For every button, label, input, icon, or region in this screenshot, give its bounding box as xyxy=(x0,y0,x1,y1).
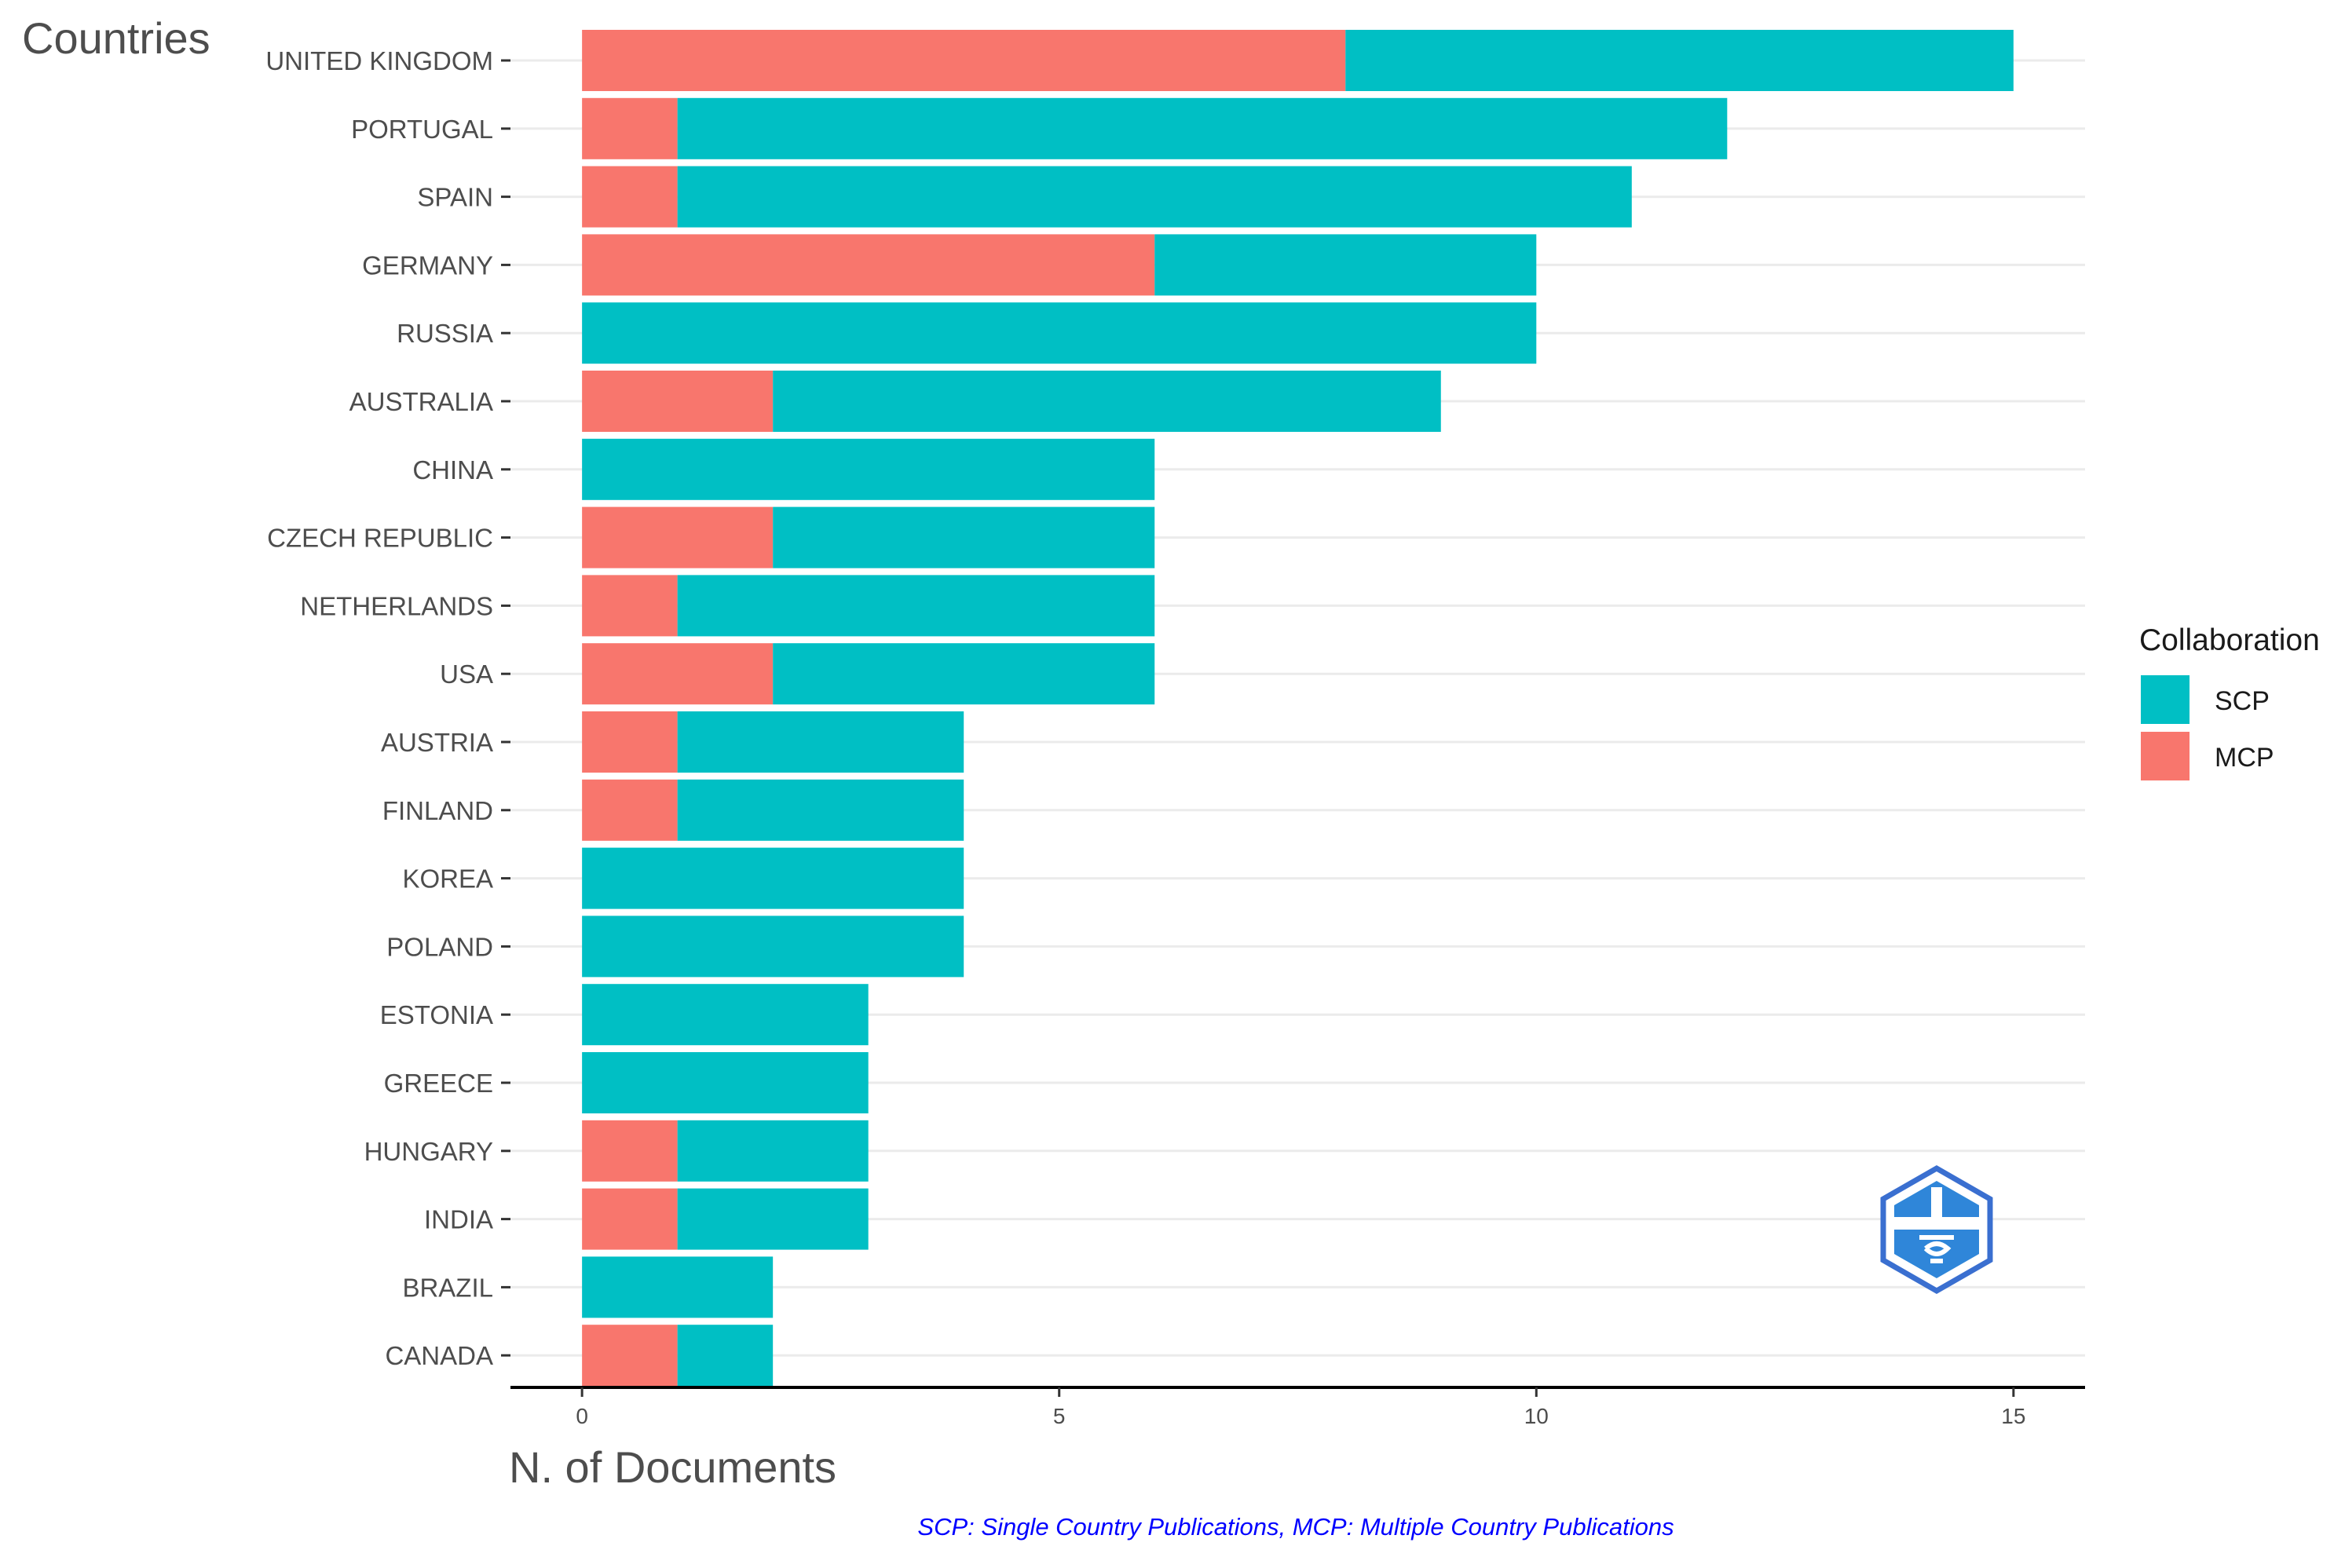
y-tick-label-united-kingdom: UNITED KINGDOM xyxy=(265,46,493,75)
y-tick-label-portugal: PORTUGAL xyxy=(351,115,493,144)
bar-scp-australia xyxy=(773,371,1441,432)
x-axis-title: N. of Documents xyxy=(509,1442,836,1492)
bar-scp-russia xyxy=(582,302,1537,364)
y-tick-label-korea: KOREA xyxy=(402,864,493,894)
x-tick-label-5: 5 xyxy=(1053,1404,1066,1428)
bar-mcp-netherlands xyxy=(582,575,678,637)
y-tick-label-hungary: HUNGARY xyxy=(364,1137,493,1166)
bar-scp-spain xyxy=(677,166,1632,228)
bar-scp-korea xyxy=(582,847,964,909)
y-tick-label-usa: USA xyxy=(440,660,493,689)
bar-scp-usa xyxy=(773,643,1155,705)
y-tick-label-czech-republic: CZECH REPUBLIC xyxy=(267,524,493,553)
bar-scp-netherlands xyxy=(677,575,1155,637)
legend: Collaboration SCP MCP xyxy=(2139,623,2320,780)
x-tick-label-15: 15 xyxy=(2001,1404,2025,1428)
y-tick-label-india: INDIA xyxy=(424,1205,493,1234)
bar-scp-india xyxy=(677,1188,869,1250)
y-tick-label-greece: GREECE xyxy=(384,1069,493,1098)
bar-scp-estonia xyxy=(582,984,869,1046)
bar-scp-austria xyxy=(677,711,964,773)
bar-mcp-united-kingdom xyxy=(582,30,1346,91)
y-tick-label-canada: CANADA xyxy=(385,1341,493,1370)
bar-mcp-portugal xyxy=(582,97,678,159)
y-tick-label-brazil: BRAZIL xyxy=(402,1273,493,1302)
bar-mcp-czech-republic xyxy=(582,506,774,568)
bar-mcp-spain xyxy=(582,166,678,228)
bar-mcp-australia xyxy=(582,371,774,432)
bar-mcp-india xyxy=(582,1188,678,1250)
bars xyxy=(582,30,2014,1387)
logo-glyph xyxy=(1919,1235,1954,1263)
y-tick-label-finland: FINLAND xyxy=(382,796,493,825)
x-tick-label-0: 0 xyxy=(576,1404,588,1428)
bar-mcp-finland xyxy=(582,779,678,841)
bar-scp-hungary xyxy=(677,1120,869,1182)
bar-scp-germany xyxy=(1154,234,1537,296)
bar-scp-brazil xyxy=(582,1256,774,1318)
bar-mcp-germany xyxy=(582,234,1155,296)
x-tick-label-10: 10 xyxy=(1524,1404,1549,1428)
bar-scp-united-kingdom xyxy=(1345,30,2014,91)
legend-label-scp: SCP xyxy=(2215,686,2270,716)
x-axis: 0 5 10 15 xyxy=(510,1386,2085,1428)
y-tick-label-germany: GERMANY xyxy=(362,250,493,280)
logo-tower xyxy=(1931,1187,1942,1217)
bar-scp-finland xyxy=(677,779,964,841)
y-tick-label-china: CHINA xyxy=(412,455,493,484)
legend-swatch-scp xyxy=(2141,675,2190,724)
y-tick-label-russia: RUSSIA xyxy=(397,319,493,348)
bar-scp-canada xyxy=(677,1325,774,1387)
legend-label-mcp: MCP xyxy=(2215,743,2274,773)
bar-scp-china xyxy=(582,438,1155,500)
bar-scp-czech-republic xyxy=(773,506,1155,568)
bar-mcp-usa xyxy=(582,643,774,705)
bar-scp-greece xyxy=(582,1052,869,1113)
legend-swatch-mcp xyxy=(2141,732,2190,780)
y-tick-label-poland: POLAND xyxy=(386,932,493,961)
bar-mcp-hungary xyxy=(582,1120,678,1182)
bar-mcp-canada xyxy=(582,1325,678,1387)
bar-scp-portugal xyxy=(677,97,1728,159)
bar-scp-poland xyxy=(582,916,964,978)
y-tick-label-estonia: ESTONIA xyxy=(380,1000,493,1029)
y-tick-label-netherlands: NETHERLANDS xyxy=(300,591,493,620)
logo-banner xyxy=(1893,1217,1981,1230)
y-tick-label-austria: AUSTRIA xyxy=(381,728,493,757)
legend-title: Collaboration xyxy=(2139,623,2320,657)
bibliometrix-logo-icon xyxy=(1880,1164,1993,1295)
y-axis-title: Countries xyxy=(22,13,210,63)
y-tick-label-australia: AUSTRALIA xyxy=(349,387,493,416)
bar-mcp-austria xyxy=(582,711,678,773)
chart-caption: SCP: Single Country Publications, MCP: M… xyxy=(917,1513,1674,1541)
y-axis: UNITED KINGDOM PORTUGAL SPAIN GERMANY RUSSIA… xyxy=(265,46,510,1370)
y-tick-label-spain: SPAIN xyxy=(417,183,493,212)
